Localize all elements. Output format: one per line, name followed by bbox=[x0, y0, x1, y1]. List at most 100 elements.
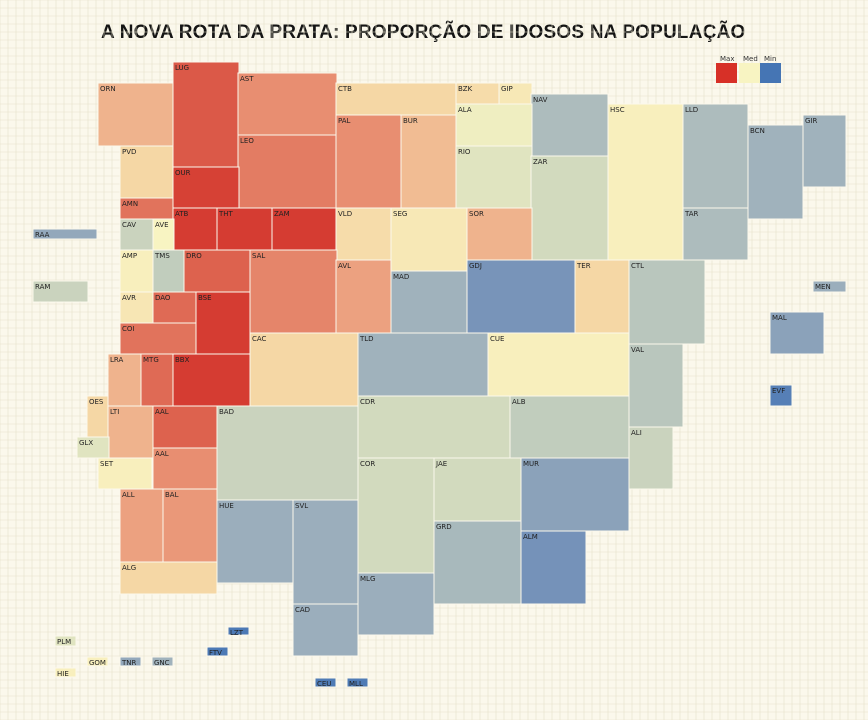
region-label: AAL bbox=[155, 408, 169, 416]
region-tht: THT bbox=[216, 207, 273, 251]
region-cell bbox=[172, 353, 251, 407]
region-bzk: BZK bbox=[455, 82, 500, 105]
region-cell bbox=[357, 572, 435, 636]
region-cell bbox=[400, 114, 457, 209]
region-cell bbox=[357, 332, 489, 397]
region-cell bbox=[357, 395, 511, 459]
legend-min-swatch bbox=[760, 63, 781, 83]
region-lld: LLD bbox=[682, 103, 749, 209]
region-cell bbox=[119, 488, 165, 563]
region-cell bbox=[32, 280, 89, 303]
region-label: OUR bbox=[175, 169, 191, 177]
region-label: MTG bbox=[143, 356, 159, 364]
region-cell bbox=[335, 82, 457, 116]
region-tar: TAR bbox=[682, 207, 749, 261]
region-cell bbox=[628, 343, 684, 428]
region-label: LZT bbox=[230, 629, 244, 637]
region-hue: HUE bbox=[216, 499, 294, 584]
region-label: COR bbox=[360, 460, 375, 468]
region-label: COI bbox=[122, 325, 134, 333]
region-hsc: HSC bbox=[607, 103, 685, 261]
region-alb: ALB bbox=[509, 395, 630, 459]
region-label: FTV bbox=[209, 649, 222, 657]
region-cell bbox=[237, 134, 338, 209]
region-label: GNC bbox=[154, 659, 170, 667]
region-cell bbox=[357, 457, 435, 574]
region-tnr: TNR bbox=[119, 656, 142, 667]
legend-med-label: Med bbox=[743, 55, 758, 63]
region-nav: NAV bbox=[530, 93, 609, 157]
region-cell bbox=[162, 488, 218, 563]
region-amn: AMN bbox=[119, 197, 174, 220]
region-grd: GRD bbox=[433, 520, 522, 605]
region-avl: AVL bbox=[335, 259, 392, 334]
region-gir: GIR bbox=[802, 114, 847, 188]
region-rio: RIO bbox=[455, 145, 533, 209]
region-set: SET bbox=[97, 457, 153, 490]
legend-med-swatch bbox=[739, 63, 760, 83]
region-ala: ALA bbox=[455, 103, 533, 148]
region-cell bbox=[314, 677, 337, 688]
region-cell bbox=[107, 353, 142, 407]
region-label: OES bbox=[89, 398, 104, 406]
region-label: CAV bbox=[122, 221, 136, 229]
region-ave: AVE bbox=[152, 218, 175, 251]
region-evf: EVF bbox=[769, 384, 793, 407]
region-mtg: MTG bbox=[140, 353, 175, 407]
region-cell bbox=[487, 332, 630, 397]
region-cell bbox=[172, 166, 240, 210]
region-atb: ATB bbox=[172, 207, 218, 251]
region-mll: MLL bbox=[346, 677, 369, 688]
region-cell bbox=[183, 249, 251, 293]
region-label: HIE bbox=[57, 670, 69, 678]
region-label: PLM bbox=[57, 638, 71, 646]
region-cell bbox=[455, 145, 533, 209]
region-cdr: CDR bbox=[357, 395, 511, 459]
region-cell bbox=[607, 103, 685, 261]
region-label: THT bbox=[218, 210, 234, 218]
region-label: TER bbox=[576, 262, 591, 270]
region-label: TAR bbox=[684, 210, 699, 218]
region-label: CDR bbox=[360, 398, 375, 406]
region-label: CAD bbox=[295, 606, 310, 614]
region-cell bbox=[769, 311, 825, 355]
region-aal: AAL bbox=[152, 447, 218, 491]
region-cell bbox=[97, 457, 153, 490]
region-label: ORN bbox=[100, 85, 116, 93]
region-gnc: GNC bbox=[151, 656, 174, 667]
region-ftv: FTV bbox=[206, 646, 229, 657]
region-cell bbox=[628, 426, 674, 490]
region-cell bbox=[151, 656, 174, 667]
region-bcn: BCN bbox=[747, 124, 804, 220]
region-cell bbox=[433, 520, 522, 605]
region-label: DRO bbox=[186, 252, 202, 260]
region-cell bbox=[292, 499, 359, 605]
region-cac: CAC bbox=[249, 332, 359, 407]
region-cell bbox=[530, 155, 609, 261]
region-label: LRA bbox=[110, 356, 123, 364]
region-cell bbox=[54, 667, 77, 678]
region-label: SAL bbox=[252, 252, 265, 260]
region-cell bbox=[509, 395, 630, 459]
region-label: MUR bbox=[523, 460, 539, 468]
region-cell bbox=[574, 259, 630, 334]
region-cell bbox=[140, 353, 175, 407]
region-label: GLX bbox=[79, 439, 93, 447]
region-label: CEU bbox=[317, 680, 331, 688]
region-lra: LRA bbox=[107, 353, 142, 407]
region-label: BAD bbox=[219, 408, 234, 416]
region-label: BBX bbox=[175, 356, 190, 364]
region-ram: RAM bbox=[32, 280, 89, 303]
region-label: EVF bbox=[772, 387, 785, 395]
region-label: MEN bbox=[815, 283, 831, 291]
legend-min-label: Min bbox=[764, 55, 776, 63]
region-coi: COI bbox=[119, 322, 197, 355]
region-cell bbox=[520, 457, 630, 532]
region-zar: ZAR bbox=[530, 155, 609, 261]
region-ctb: CTB bbox=[335, 82, 457, 116]
region-cell bbox=[97, 82, 174, 147]
region-cell bbox=[172, 61, 240, 168]
region-cue: CUE bbox=[487, 332, 630, 397]
region-cell bbox=[682, 207, 749, 261]
